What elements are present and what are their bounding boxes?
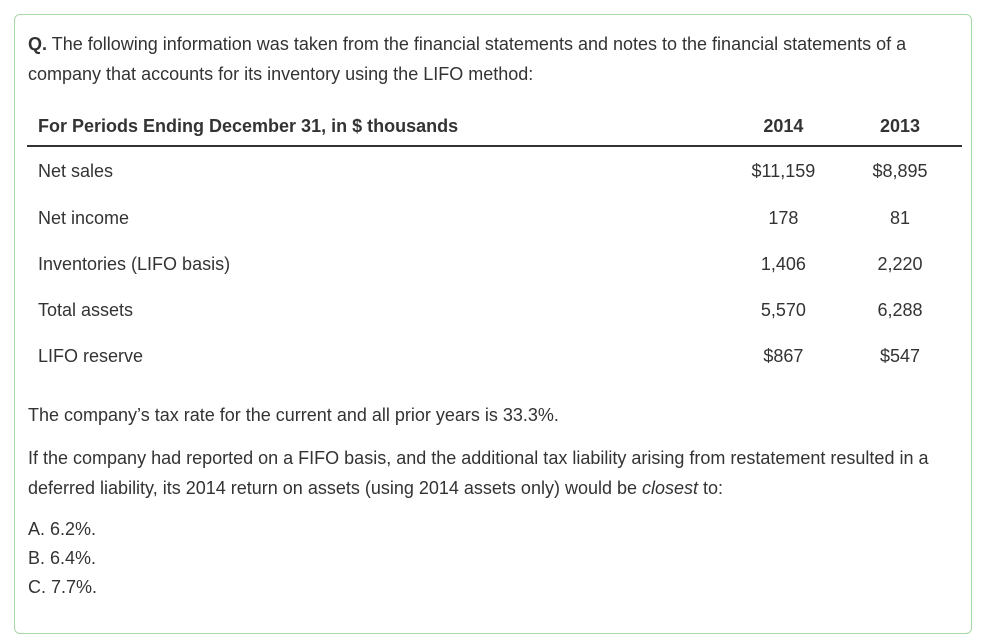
row-label: LIFO reserve	[38, 345, 144, 366]
prompt-after: to:	[698, 478, 724, 498]
cell-2014: $11,159	[751, 160, 816, 181]
tax-rate-text: The company’s tax rate for the current a…	[28, 405, 559, 425]
option-b[interactable]: B. 6.4%.	[28, 548, 97, 568]
financial-table: For Periods Ending December 31, in $ tho…	[27, 107, 962, 379]
row-label: Net sales	[38, 160, 114, 181]
row-label: Net income	[38, 207, 130, 228]
table-row: Net sales $11,159 $8,895	[27, 146, 962, 195]
table-row: Net income 178 81	[27, 195, 962, 241]
cell-2013: $8,895	[872, 160, 928, 181]
table-row: LIFO reserve $867 $547	[27, 333, 962, 379]
cell-2014: 5,570	[760, 299, 806, 320]
cell-2013: 6,288	[877, 299, 923, 320]
question-prompt: If the company had reported on a FIFO ba…	[28, 443, 948, 503]
table-row: Total assets 5,570 6,288	[27, 287, 962, 333]
option-a[interactable]: A. 6.2%.	[28, 519, 97, 539]
header-period: For Periods Ending December 31, in $ tho…	[27, 107, 729, 147]
row-label: Inventories (LIFO basis)	[38, 253, 231, 274]
prompt-before: If the company had reported on a FIFO ba…	[28, 448, 929, 498]
cell-2013: $547	[880, 345, 921, 366]
question-body: The following information was taken from…	[28, 34, 907, 84]
prompt-emphasis: closest	[642, 478, 699, 498]
option-c[interactable]: C. 7.7%.	[28, 577, 98, 597]
table-row: Inventories (LIFO basis) 1,406 2,220	[27, 241, 962, 287]
question-card: Q. The following information was taken f…	[14, 14, 972, 634]
header-2014: 2014	[728, 107, 839, 147]
cell-2014: 178	[768, 207, 799, 228]
row-label: Total assets	[38, 299, 134, 320]
cell-2014: $867	[763, 345, 804, 366]
cell-2013: 81	[890, 207, 911, 228]
question-label: Q.	[28, 34, 48, 54]
answer-options: A. 6.2%. B. 6.4%. C. 7.7%.	[28, 515, 97, 602]
cell-2013: 2,220	[877, 253, 923, 274]
question-text: Q. The following information was taken f…	[28, 29, 928, 89]
cell-2014: 1,406	[760, 253, 806, 274]
header-2013: 2013	[838, 107, 962, 147]
table-header-row: For Periods Ending December 31, in $ tho…	[27, 107, 962, 147]
